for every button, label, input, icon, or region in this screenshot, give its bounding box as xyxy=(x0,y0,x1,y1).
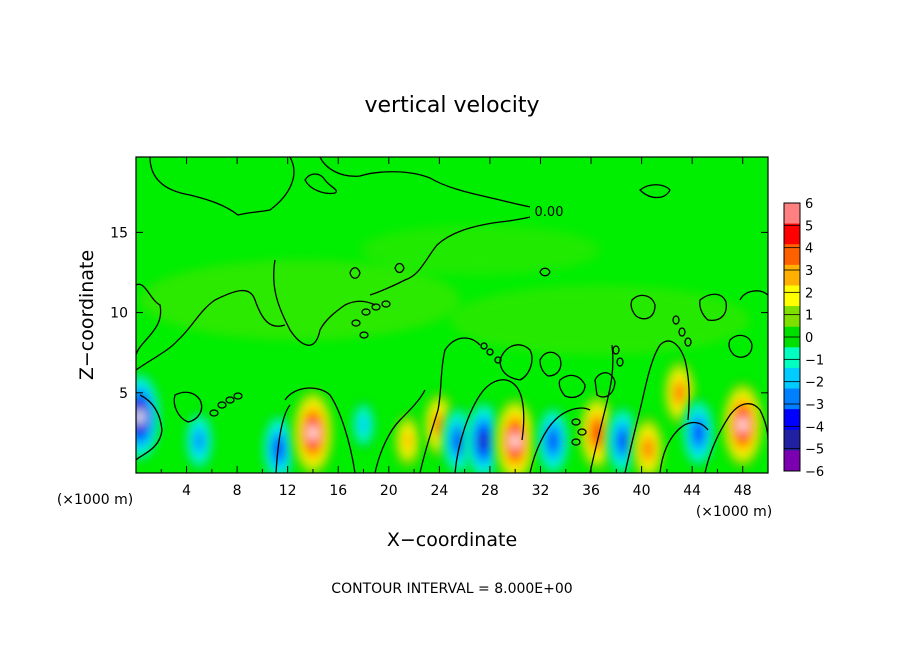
colorbar-tick-label: 2 xyxy=(805,286,813,301)
field-feature xyxy=(631,412,665,473)
colorbar-tick-label: −5 xyxy=(805,443,824,458)
x-unit-label-right: (×1000 m) xyxy=(696,504,772,520)
field-feature xyxy=(393,409,423,472)
colorbar-tick-label: −3 xyxy=(805,398,824,413)
y-tick-label: 5 xyxy=(119,386,128,402)
colorbar-tick-label: −6 xyxy=(805,465,824,480)
x-unit-label-left: (×1000 m) xyxy=(57,492,133,508)
colorbar: 6 5 4 3 2 1 0 −1 −2 −3 −4 −5 −6 xyxy=(783,197,824,480)
contour-interval-text: CONTOUR INTERVAL = 8.000E+00 xyxy=(331,581,572,597)
colorbar-swatch xyxy=(784,223,800,245)
plot-area: 0.00 xyxy=(136,157,768,473)
colorbar-tick-label: −1 xyxy=(805,353,824,368)
colorbar-swatch xyxy=(784,203,800,225)
x-tick-label: 32 xyxy=(532,483,550,499)
colorbar-swatch xyxy=(784,388,800,410)
x-tick-label: 12 xyxy=(279,483,297,499)
y-axis-label: Z−coordinate xyxy=(76,250,98,380)
x-tick-label: 44 xyxy=(683,483,701,499)
y-tick-label: 15 xyxy=(110,225,128,241)
field-feature xyxy=(721,378,764,471)
x-tick-label: 20 xyxy=(380,483,398,499)
field-feature xyxy=(494,394,537,473)
x-tick-label: 8 xyxy=(233,483,242,499)
field-feature xyxy=(605,404,640,473)
x-tick-label: 40 xyxy=(633,483,651,499)
x-tick-label: 36 xyxy=(582,483,600,499)
field-feature xyxy=(291,386,335,473)
x-tick-label: 4 xyxy=(182,483,191,499)
x-tick-label: 48 xyxy=(734,483,752,499)
colorbar-swatch xyxy=(784,409,800,431)
colorbar-tick-label: 5 xyxy=(805,219,813,234)
colorbar-tick-label: −2 xyxy=(805,376,824,391)
colorbar-tick-label: 0 xyxy=(805,331,813,346)
colorbar-tick-label: 1 xyxy=(805,309,813,324)
field-feature xyxy=(351,398,376,451)
y-axis: 5 10 15 xyxy=(110,225,768,402)
field-blobs xyxy=(136,356,764,473)
colorbar-tick-label: 3 xyxy=(805,264,813,279)
x-axis: 4 8 12 16 20 24 28 32 36 40 44 48 xyxy=(160,157,752,499)
colorbar-swatch xyxy=(784,347,800,369)
field-feature xyxy=(536,404,570,473)
chart-title: vertical velocity xyxy=(364,93,539,118)
colorbar-swatch xyxy=(784,429,800,451)
field-feature xyxy=(262,412,296,473)
contour-label: 0.00 xyxy=(535,205,564,220)
colorbar-swatch xyxy=(784,285,800,307)
colorbar-swatch xyxy=(784,306,800,328)
colorbar-swatch xyxy=(784,264,800,286)
plot-frame xyxy=(135,156,769,474)
field-feature xyxy=(681,396,716,469)
y-tick-label: 10 xyxy=(110,306,128,322)
colorbar-tick-label: 4 xyxy=(805,242,813,257)
colorbar-tick-label: −4 xyxy=(805,420,824,435)
colorbar-swatch xyxy=(784,450,800,472)
x-tick-label: 24 xyxy=(430,483,448,499)
colorbar-swatch xyxy=(784,367,800,390)
field-feature xyxy=(136,370,161,463)
field-feature xyxy=(464,399,503,473)
x-tick-label: 28 xyxy=(481,483,499,499)
colorbar-tick-label: 6 xyxy=(805,197,813,212)
field-feature xyxy=(184,409,214,472)
x-axis-label: X−coordinate xyxy=(387,529,517,551)
zero-contours xyxy=(136,157,768,473)
colorbar-swatch xyxy=(784,244,800,266)
x-tick-label: 16 xyxy=(329,483,347,499)
